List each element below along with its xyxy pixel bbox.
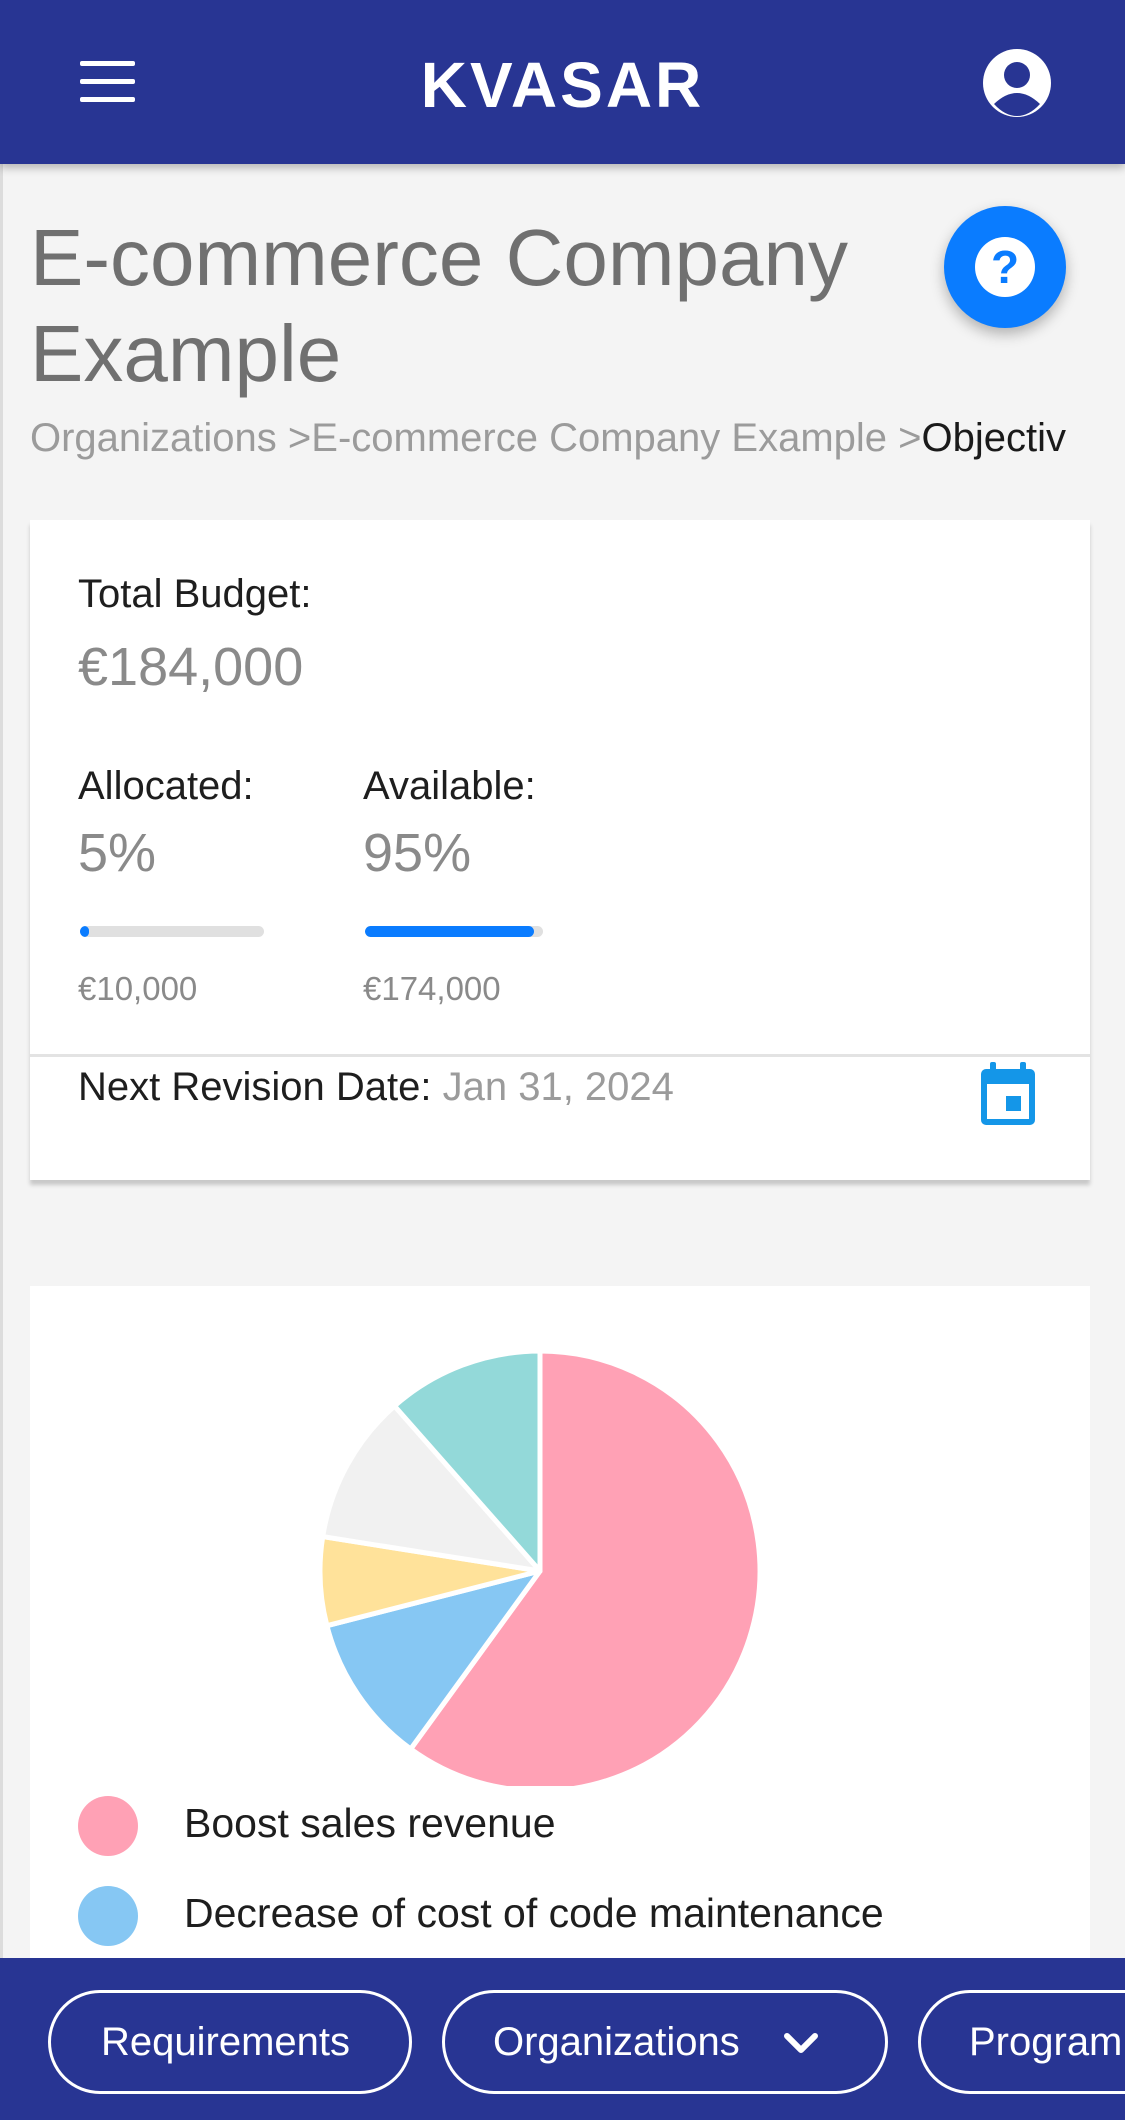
allocated-progress-bar xyxy=(80,926,264,937)
allocated-percent: 5% xyxy=(78,823,157,883)
legend-swatch xyxy=(78,1886,138,1946)
chevron-down-icon xyxy=(784,2033,818,2053)
breadcrumb-current: Objectiv xyxy=(921,416,1067,460)
available-percent: 95% xyxy=(363,823,472,883)
pie-slice-4[interactable] xyxy=(320,1403,543,1574)
pie-slice-1[interactable] xyxy=(408,1348,763,1786)
page-title: E-commerce Company Example xyxy=(30,213,849,398)
account-circle-icon[interactable] xyxy=(974,40,1060,126)
objectives-chart-card: Boost sales revenue Decrease of cost of … xyxy=(30,1286,1090,1986)
revision-row: Next Revision Date: Jan 31, 2024 xyxy=(78,1065,674,1110)
legend-label: Boost sales revenue xyxy=(184,1800,556,1846)
budget-card: Total Budget: €184,000 Allocated: 5% €10… xyxy=(30,520,1090,1180)
breadcrumb-company[interactable]: E-commerce Company Example > xyxy=(311,416,922,460)
available-progress-bar xyxy=(365,926,543,937)
nav-organizations-button[interactable]: Organizations xyxy=(442,1990,888,2094)
legend-swatch xyxy=(78,1796,138,1856)
menu-icon[interactable] xyxy=(70,50,146,114)
pie-slice-5[interactable] xyxy=(392,1348,543,1574)
breadcrumb-organizations[interactable]: Organizations > xyxy=(30,416,312,460)
total-budget-value: €184,000 xyxy=(78,637,304,697)
available-amount: €174,000 xyxy=(363,970,501,1007)
allocated-label: Allocated: xyxy=(78,764,254,808)
bottom-nav: Requirements Organizations Program xyxy=(0,1958,1125,2120)
available-progress-fill xyxy=(365,926,535,937)
total-budget-label: Total Budget: xyxy=(78,572,312,616)
revision-date-value: Jan 31, 2024 xyxy=(442,1065,674,1109)
nav-program-button[interactable]: Program xyxy=(918,1990,1125,2094)
card-divider xyxy=(30,1054,1090,1057)
nav-requirements-button[interactable]: Requirements xyxy=(48,1990,412,2094)
objectives-pie-chart xyxy=(317,1348,763,1786)
allocated-progress-fill xyxy=(80,926,90,937)
content-edge xyxy=(0,164,3,1964)
legend-label: Decrease of cost of code maintenance xyxy=(184,1890,884,1936)
pie-slice-2[interactable] xyxy=(324,1568,543,1752)
app-header: KVASAR xyxy=(0,0,1125,164)
app-title: KVASAR xyxy=(420,49,705,121)
revision-date-label: Next Revision Date: xyxy=(78,1065,432,1109)
allocated-amount: €10,000 xyxy=(78,970,198,1007)
calendar-icon[interactable] xyxy=(976,1060,1040,1130)
help-button[interactable]: ? xyxy=(944,206,1066,328)
nav-requirements-label: Requirements xyxy=(101,2020,351,2064)
nav-organizations-label: Organizations xyxy=(493,2020,740,2064)
available-label: Available: xyxy=(363,764,536,808)
breadcrumb: Organizations >E-commerce Company Exampl… xyxy=(30,416,1120,461)
nav-program-label: Program xyxy=(969,2020,1123,2064)
help-icon: ? xyxy=(975,237,1035,297)
